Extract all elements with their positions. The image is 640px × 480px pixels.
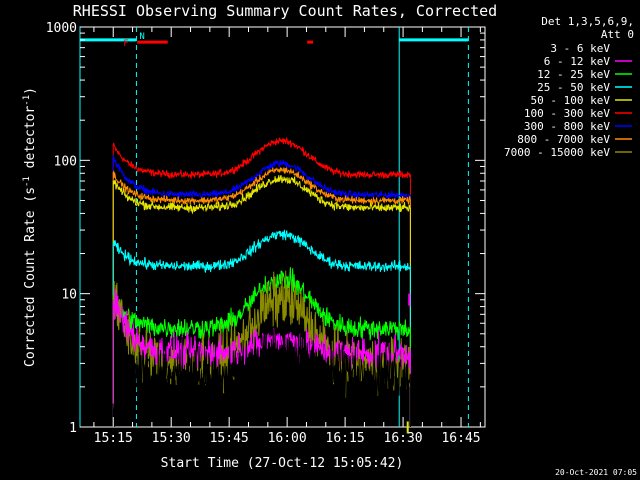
x-tick-label: 16:15 (326, 431, 365, 446)
y-tick-label: 10 (61, 288, 77, 303)
y-tick-label: 1 (69, 421, 77, 436)
series-line-5 (112, 229, 411, 427)
series-line-9 (112, 319, 411, 428)
legend-label: 25 - 50 keV (537, 81, 610, 94)
chart-title: RHESSI Observing Summary Count Rates, Co… (73, 2, 497, 20)
y-axis-label-sup-1: -1 (22, 176, 32, 187)
legend-label: 300 - 800 keV (524, 120, 610, 133)
x-tick-label: 15:45 (210, 431, 249, 446)
y-tick-label: 100 (54, 154, 77, 169)
x-tick-label: 16:45 (441, 431, 480, 446)
legend-label: 7000 - 15000 keV (504, 146, 610, 159)
x-axis-ticks: 15:15 15:30 15:45 16:00 16:15 16:30 16:45 (93, 27, 481, 446)
x-tick-label: 16:00 (268, 431, 307, 446)
y-axis-label-part-3: ) (23, 87, 38, 95)
legend-label: 800 - 7000 keV (517, 133, 610, 146)
series-line-4 (112, 175, 411, 427)
legend-label: 12 - 25 keV (537, 68, 610, 81)
legend-label: 3 - 6 keV (550, 42, 610, 55)
legend-label: 50 - 100 keV (531, 94, 611, 107)
saa-flare-markers: NF (79, 27, 469, 427)
x-axis-label: Start Time (27-Oct-12 15:05:42) (161, 456, 404, 471)
footer-timestamp: 20-Oct-2021 07:05 (555, 468, 637, 477)
y-axis-label-part-1: Corrected Count Rate (s (23, 187, 38, 367)
x-tick-label: 15:30 (152, 431, 191, 446)
x-tick-label: 15:15 (94, 431, 133, 446)
series-line-3 (112, 166, 411, 427)
series-line-2 (112, 155, 411, 427)
series-line-8 (112, 288, 411, 427)
y-axis-label: Corrected Count Rate (s-1 detector-1) (22, 87, 38, 367)
y-axis-label-part-2: detector (23, 106, 38, 177)
legend-header-attenuator: Att 0 (601, 28, 634, 41)
series-lines (112, 136, 411, 434)
legend-header-detectors: Det 1,3,5,6,9, (541, 15, 634, 28)
y-tick-label: 1000 (46, 21, 77, 36)
legend-label: 6 - 12 keV (544, 55, 611, 68)
x-tick-label: 16:30 (384, 431, 423, 446)
saa-label: N (139, 32, 144, 42)
y-axis-ticks: 1 10 100 1000 (46, 21, 485, 436)
flare-label: F (123, 39, 128, 49)
plot-area: NF 15:15 15:30 15:45 16:00 16:15 16:30 16:45 1… (46, 21, 486, 446)
y-axis-label-sup-2: -1 (22, 95, 32, 106)
legend-label: 100 - 300 keV (524, 107, 610, 120)
series-line-1 (112, 136, 411, 427)
